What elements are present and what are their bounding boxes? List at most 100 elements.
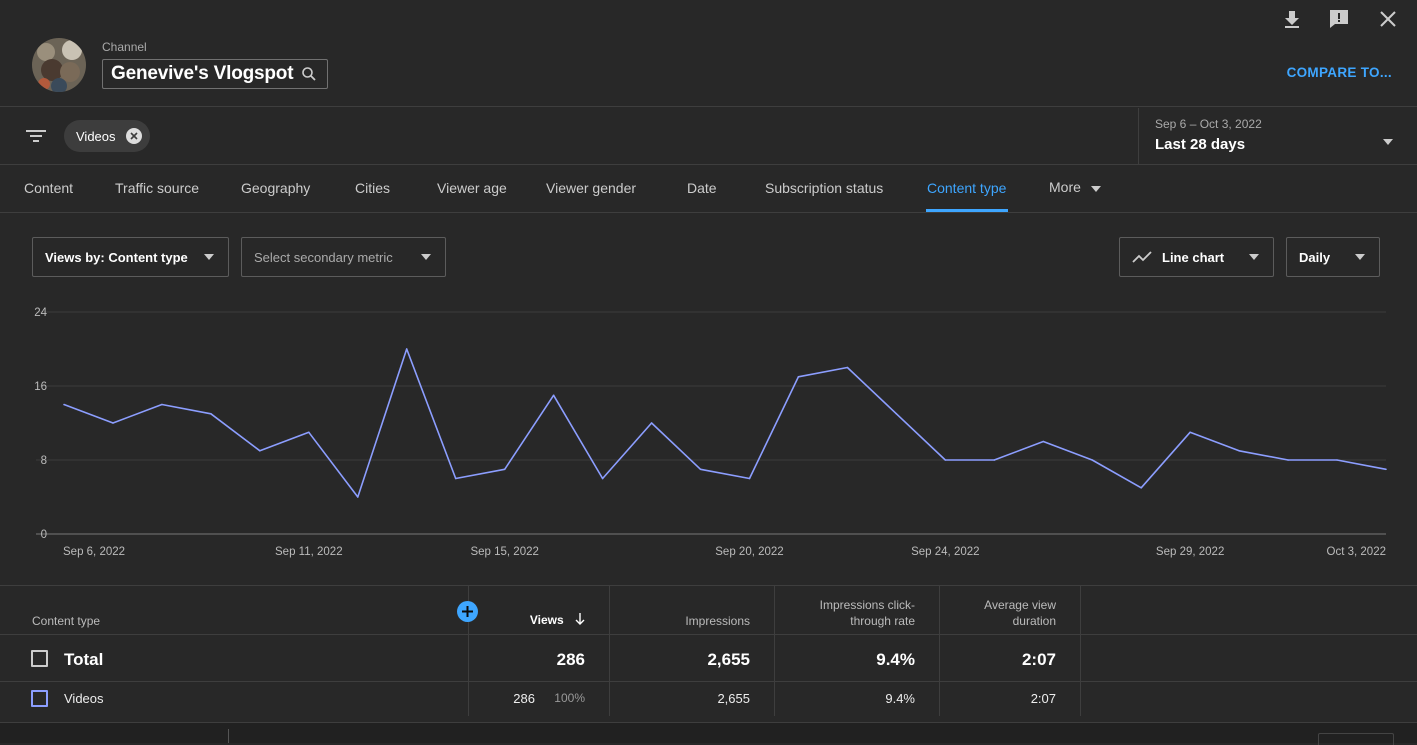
total-ctr: 9.4%: [876, 650, 915, 669]
videos-checkbox[interactable]: [31, 690, 48, 707]
line-chart-icon: [1132, 251, 1152, 263]
filter-chip[interactable]: Videos: [64, 120, 150, 152]
tab-more[interactable]: More: [1049, 179, 1101, 195]
data-point: [993, 459, 996, 461]
total-impressions: 2,655: [707, 650, 750, 669]
secondary-metric-dropdown[interactable]: Select secondary metric: [241, 237, 446, 277]
caret-down-icon: [1383, 132, 1393, 150]
data-point: [308, 431, 310, 434]
search-icon[interactable]: [301, 66, 317, 87]
chart-type-dropdown[interactable]: Line chart: [1119, 237, 1274, 277]
x-tick-label: Sep 11, 2022: [275, 546, 343, 558]
caret-down-icon: [421, 254, 431, 260]
primary-metric-dropdown[interactable]: Views by: Content type: [32, 237, 229, 277]
total-label: Total: [64, 650, 104, 669]
channel-selector[interactable]: Genevive's Vlogspot: [102, 59, 328, 89]
caret-down-icon: [1249, 254, 1259, 260]
views-line-chart: 0 8 16 24 Sep 6, 2022 Sep 11, 2022 Sep 15, 202…: [0, 295, 1417, 570]
date-range-selector[interactable]: Sep 6 – Oct 3, 2022 Last 28 days: [1138, 108, 1417, 164]
column-divider: [468, 586, 469, 716]
add-metric-icon[interactable]: [457, 601, 478, 622]
dimension-tabs: Content Traffic source Geography Cities …: [0, 165, 1417, 213]
x-tick-label: Sep 20, 2022: [715, 546, 783, 558]
primary-metric-label: Views by: Content type: [45, 249, 188, 265]
filter-bar: Videos Sep 6 – Oct 3, 2022 Last 28 days: [0, 108, 1417, 165]
compare-to-button[interactable]: COMPARE TO...: [1286, 65, 1392, 80]
y-tick-label: 0: [41, 529, 47, 541]
strip-button[interactable]: [1318, 733, 1394, 745]
tab-viewer-gender[interactable]: Viewer gender: [546, 180, 637, 196]
data-point: [1385, 468, 1387, 471]
data-point: [503, 468, 506, 471]
feedback-icon[interactable]: [1328, 8, 1350, 30]
header-ctr[interactable]: Impressions click- through rate: [775, 597, 915, 629]
channel-name: Genevive's Vlogspot: [111, 63, 294, 84]
data-point: [454, 477, 457, 480]
download-icon[interactable]: [1281, 8, 1303, 30]
data-point: [112, 422, 114, 424]
filter-icon[interactable]: [26, 128, 46, 149]
tab-date[interactable]: Date: [687, 180, 717, 196]
total-avd: 2:07: [1021, 650, 1056, 669]
total-checkbox[interactable]: [31, 650, 48, 667]
caret-down-icon: [1355, 254, 1365, 260]
data-point: [552, 394, 555, 397]
videos-views: 286: [513, 691, 535, 706]
videos-ctr: 9.4%: [885, 691, 915, 706]
data-point: [63, 403, 65, 406]
data-point: [1140, 486, 1142, 489]
channel-avatar[interactable]: [32, 38, 86, 92]
data-point: [1042, 440, 1045, 443]
bottom-strip: [0, 722, 1417, 745]
data-point: [895, 412, 898, 415]
tab-geography[interactable]: Geography: [241, 180, 311, 196]
data-point: [797, 375, 800, 378]
header-views[interactable]: Views: [500, 613, 585, 627]
date-preset: Last 28 days: [1155, 136, 1246, 153]
tab-content[interactable]: Content: [24, 180, 74, 196]
header-avd-line2: duration: [1012, 614, 1056, 628]
data-point: [944, 459, 947, 461]
header-content-type: Content type: [32, 614, 101, 628]
filter-chip-label: Videos: [76, 128, 116, 144]
videos-label: Videos: [64, 691, 104, 706]
chart-type-label: Line chart: [1162, 249, 1225, 265]
chart-canvas: 0 8 16 24 Sep 6, 2022 Sep 11, 2022 Sep 15, 202…: [34, 307, 1387, 558]
strip-divider: [228, 729, 229, 743]
data-point: [601, 477, 604, 480]
tab-traffic-source[interactable]: Traffic source: [115, 180, 200, 196]
total-views: 286: [556, 650, 585, 669]
close-icon[interactable]: [1377, 8, 1399, 30]
column-divider: [609, 586, 610, 716]
sort-descending-icon: [575, 613, 585, 625]
data-point: [846, 366, 849, 369]
header-impressions[interactable]: Impressions: [685, 614, 750, 628]
x-tick-label: Sep 24, 2022: [911, 546, 979, 558]
data-point: [1287, 459, 1289, 461]
x-tick-label: Oct 3, 2022: [1327, 546, 1386, 558]
header-avd[interactable]: Average view duration: [940, 597, 1056, 629]
tab-viewer-age[interactable]: Viewer age: [437, 180, 507, 196]
tab-content-type[interactable]: Content type: [927, 180, 1007, 196]
data-point: [1238, 449, 1240, 452]
row-divider: [0, 634, 1417, 635]
remove-filter-icon[interactable]: [125, 128, 142, 144]
granularity-dropdown[interactable]: Daily: [1286, 237, 1380, 277]
data-point: [650, 422, 653, 424]
x-tick-label: Sep 29, 2022: [1156, 546, 1224, 558]
secondary-metric-placeholder: Select secondary metric: [254, 249, 393, 265]
tab-subscription-status[interactable]: Subscription status: [765, 180, 884, 196]
data-point: [259, 449, 261, 452]
column-divider: [774, 586, 775, 716]
y-tick-label: 16: [34, 381, 47, 393]
data-point: [161, 403, 163, 406]
videos-avd: 2:07: [1030, 691, 1056, 706]
tab-cities[interactable]: Cities: [355, 180, 391, 196]
data-point: [210, 412, 212, 415]
date-range-text: Sep 6 – Oct 3, 2022: [1155, 117, 1262, 131]
channel-label: Channel: [102, 40, 147, 54]
data-point: [1091, 459, 1094, 461]
column-divider: [939, 586, 940, 716]
y-tick-label: 24: [34, 307, 47, 319]
data-point: [699, 468, 702, 471]
